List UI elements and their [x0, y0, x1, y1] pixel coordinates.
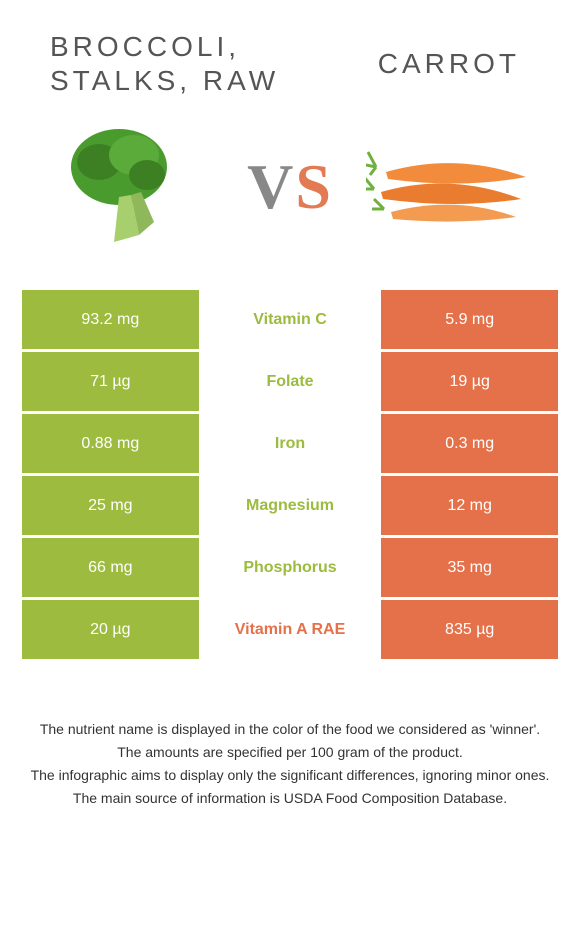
food-title-right: CARROT	[285, 47, 540, 81]
table-row: 71 µgFolate19 µg	[22, 349, 558, 411]
table-row: 25 mgMagnesium12 mg	[22, 473, 558, 535]
value-left: 93.2 mg	[22, 290, 202, 349]
value-right: 5.9 mg	[381, 290, 558, 349]
value-left: 25 mg	[22, 476, 202, 535]
nutrient-name: Magnesium	[202, 476, 382, 535]
value-left: 71 µg	[22, 352, 202, 411]
vs-s: S	[295, 150, 333, 224]
value-right: 35 mg	[381, 538, 558, 597]
hero-row: VS	[0, 107, 580, 287]
food-title-left: BROCCOLI, STALKS, RAW	[40, 30, 285, 97]
vs-v: V	[247, 150, 295, 224]
value-right: 12 mg	[381, 476, 558, 535]
nutrient-name: Iron	[202, 414, 382, 473]
value-left: 66 mg	[22, 538, 202, 597]
footnote-line: The nutrient name is displayed in the co…	[20, 719, 560, 740]
footnote-line: The infographic aims to display only the…	[20, 765, 560, 786]
table-row: 0.88 mgIron0.3 mg	[22, 411, 558, 473]
table-row: 93.2 mgVitamin C5.9 mg	[22, 287, 558, 349]
nutrient-name: Vitamin A RAE	[202, 600, 382, 659]
value-right: 19 µg	[381, 352, 558, 411]
header: BROCCOLI, STALKS, RAW CARROT	[0, 0, 580, 107]
value-right: 835 µg	[381, 600, 558, 659]
value-left: 20 µg	[22, 600, 202, 659]
nutrient-name: Vitamin C	[202, 290, 382, 349]
broccoli-image	[20, 117, 237, 257]
footnote-line: The main source of information is USDA F…	[20, 788, 560, 809]
value-left: 0.88 mg	[22, 414, 202, 473]
footnotes: The nutrient name is displayed in the co…	[0, 719, 580, 809]
footnote-line: The amounts are specified per 100 gram o…	[20, 742, 560, 763]
nutrient-name: Phosphorus	[202, 538, 382, 597]
nutrient-table: 93.2 mgVitamin C5.9 mg71 µgFolate19 µg0.…	[22, 287, 558, 659]
vs-label: VS	[247, 150, 333, 224]
carrot-image	[343, 117, 560, 257]
nutrient-name: Folate	[202, 352, 382, 411]
table-row: 66 mgPhosphorus35 mg	[22, 535, 558, 597]
value-right: 0.3 mg	[381, 414, 558, 473]
table-row: 20 µgVitamin A RAE835 µg	[22, 597, 558, 659]
